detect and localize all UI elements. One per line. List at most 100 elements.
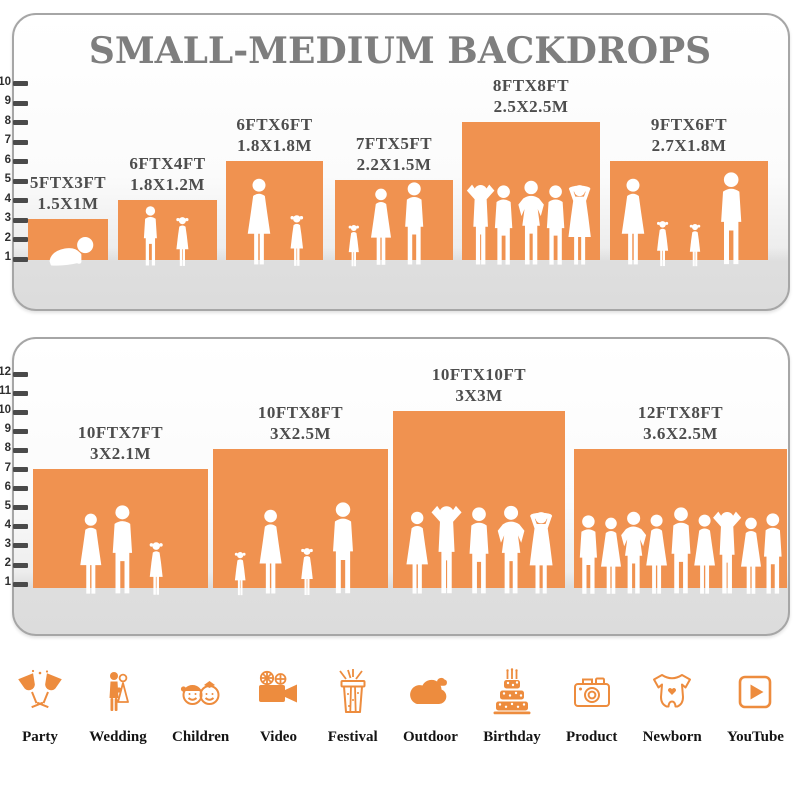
size-label-ft: 8FTX8FT [492,75,570,95]
axis-tick-mark [13,390,28,396]
axis-tick-label: 6 [4,153,11,166]
axis-tick-label: 6 [4,480,11,493]
axis-tick-label: 8 [4,114,11,127]
backdrop-size-label: 12FTX8FT 3.6X2.5M [586,402,776,444]
axis-tick-label: 7 [4,134,11,146]
axis-tick-mark [13,562,28,568]
youtube-icon [731,668,779,716]
size-label-ft: 10FTX10FT [431,365,527,385]
size-label-m: 3.6X2.5M [643,424,718,444]
size-label-ft: 10FTX8FT [257,403,344,423]
axis-tick-mark [13,505,28,511]
category-label: Birthday [483,729,541,745]
axis-tick-label: 2 [4,557,11,569]
person-silhouette-man [397,182,431,268]
person-silhouette-girl [297,547,317,597]
size-label-ft: 6FTX4FT [129,153,206,173]
category-item-outdoor: Outdoor [403,668,458,746]
axis-tick-mark [13,524,28,530]
birthday-icon [488,668,536,716]
size-label-m: 2.2X1.5M [356,155,432,174]
size-label-m: 1.5X1M [37,194,99,213]
children-icon [177,668,225,716]
person-silhouette-woman-hat [520,509,562,597]
category-label: Newborn [642,729,702,745]
axis-tick-mark [13,581,28,587]
axis-tick-label: 2 [4,231,11,244]
person-silhouette-woman-hat [559,182,600,268]
category-item-party: Party [16,668,64,746]
axis-tick-label: 12 [0,366,11,378]
backdrop-size-label: 10FTX8FT 3X2.5M [206,402,396,444]
axis-tick-label: 1 [4,251,11,263]
axis-tick-mark [13,198,28,203]
product-icon [568,668,616,716]
person-silhouette-girl [145,541,167,597]
axis-tick-label: 11 [0,385,11,398]
backdrop-bar [226,160,323,260]
axis-tick-label: 9 [4,423,11,436]
axis-tick-label: 9 [4,95,11,107]
person-silhouette-woman [241,178,277,268]
category-item-wedding: Wedding [89,668,147,746]
axis-tick-label: 4 [4,518,11,531]
person-silhouette-woman [615,178,651,268]
axis-tick-label: 4 [4,192,11,205]
backdrop-size-label: 6FTX4FT 1.8X1.2M [73,153,263,195]
size-label-ft: 6FTX6FT [236,114,313,134]
category-item-birthday: Birthday [483,668,541,746]
size-label-m: 3X3M [455,386,503,406]
category-legend: Party Wedding Children Video Festival Outdoor… [16,668,784,746]
category-label: YouTube [726,729,784,745]
backdrop-size-label: 9FTX6FT 2.7X1.8M [594,114,784,156]
size-label-ft: 10FTX7FT [77,422,164,442]
person-silhouette-girl [286,214,308,268]
axis-tick-label: 7 [4,461,11,474]
outdoor-icon [406,668,454,716]
person-silhouette-girl [172,216,193,268]
axis-tick-label: 5 [4,173,11,185]
axis-tick-mark [13,371,28,377]
category-item-festival: Festival [328,668,378,746]
axis-tick-label: 3 [4,537,11,550]
backdrop-size-label: 8FTX8FT 2.5X2.5M [436,75,626,117]
axis-tick-label: 10 [0,404,11,417]
axis-tick-label: 10 [0,75,11,88]
category-label: Wedding [89,729,147,745]
category-label: Product [565,729,618,745]
axis-tick-label: 1 [4,576,11,589]
axis-tick-mark [13,467,28,472]
axis-tick-mark [13,486,28,492]
axis-tick-label: 5 [4,499,11,512]
axis-tick-mark [13,217,28,223]
axis-tick-mark [13,120,28,125]
newborn-icon [648,668,696,716]
backdrop-size-label: 10FTX7FT 3X2.1M [26,422,216,464]
backdrop-size-label: 7FTX5FT 2.2X1.5M [299,133,489,175]
person-silhouette-man [756,513,790,597]
category-label: Video [260,729,297,745]
size-label-m: 2.7X1.8M [651,135,727,155]
festival-icon [329,668,377,716]
backdrop-size-label: 10FTX10FT 3X3M [384,364,574,406]
size-label-m: 2.5X2.5M [493,96,569,116]
size-label-m: 1.8X1.2M [130,174,205,194]
category-label: Festival [327,729,378,745]
person-silhouette-man [324,502,362,597]
category-item-children: Children [172,668,229,746]
person-silhouette-baby [41,234,99,268]
axis-tick-mark [13,100,28,106]
size-label-ft: 7FTX5FT [355,134,433,153]
page-title: SMALL-MEDIUM BACKDROPS [88,30,712,72]
size-label-m: 3X2.1M [89,443,152,463]
axis-tick-mark [13,409,28,415]
person-silhouette-woman [253,509,288,597]
category-item-video: Video [254,668,302,746]
person-silhouette-girl [231,551,249,597]
axis-tick-mark [13,139,28,145]
category-item-product: Product [566,668,617,746]
person-silhouette-woman [365,188,397,268]
person-silhouette-woman [74,513,108,597]
person-silhouette-girl [686,223,704,268]
